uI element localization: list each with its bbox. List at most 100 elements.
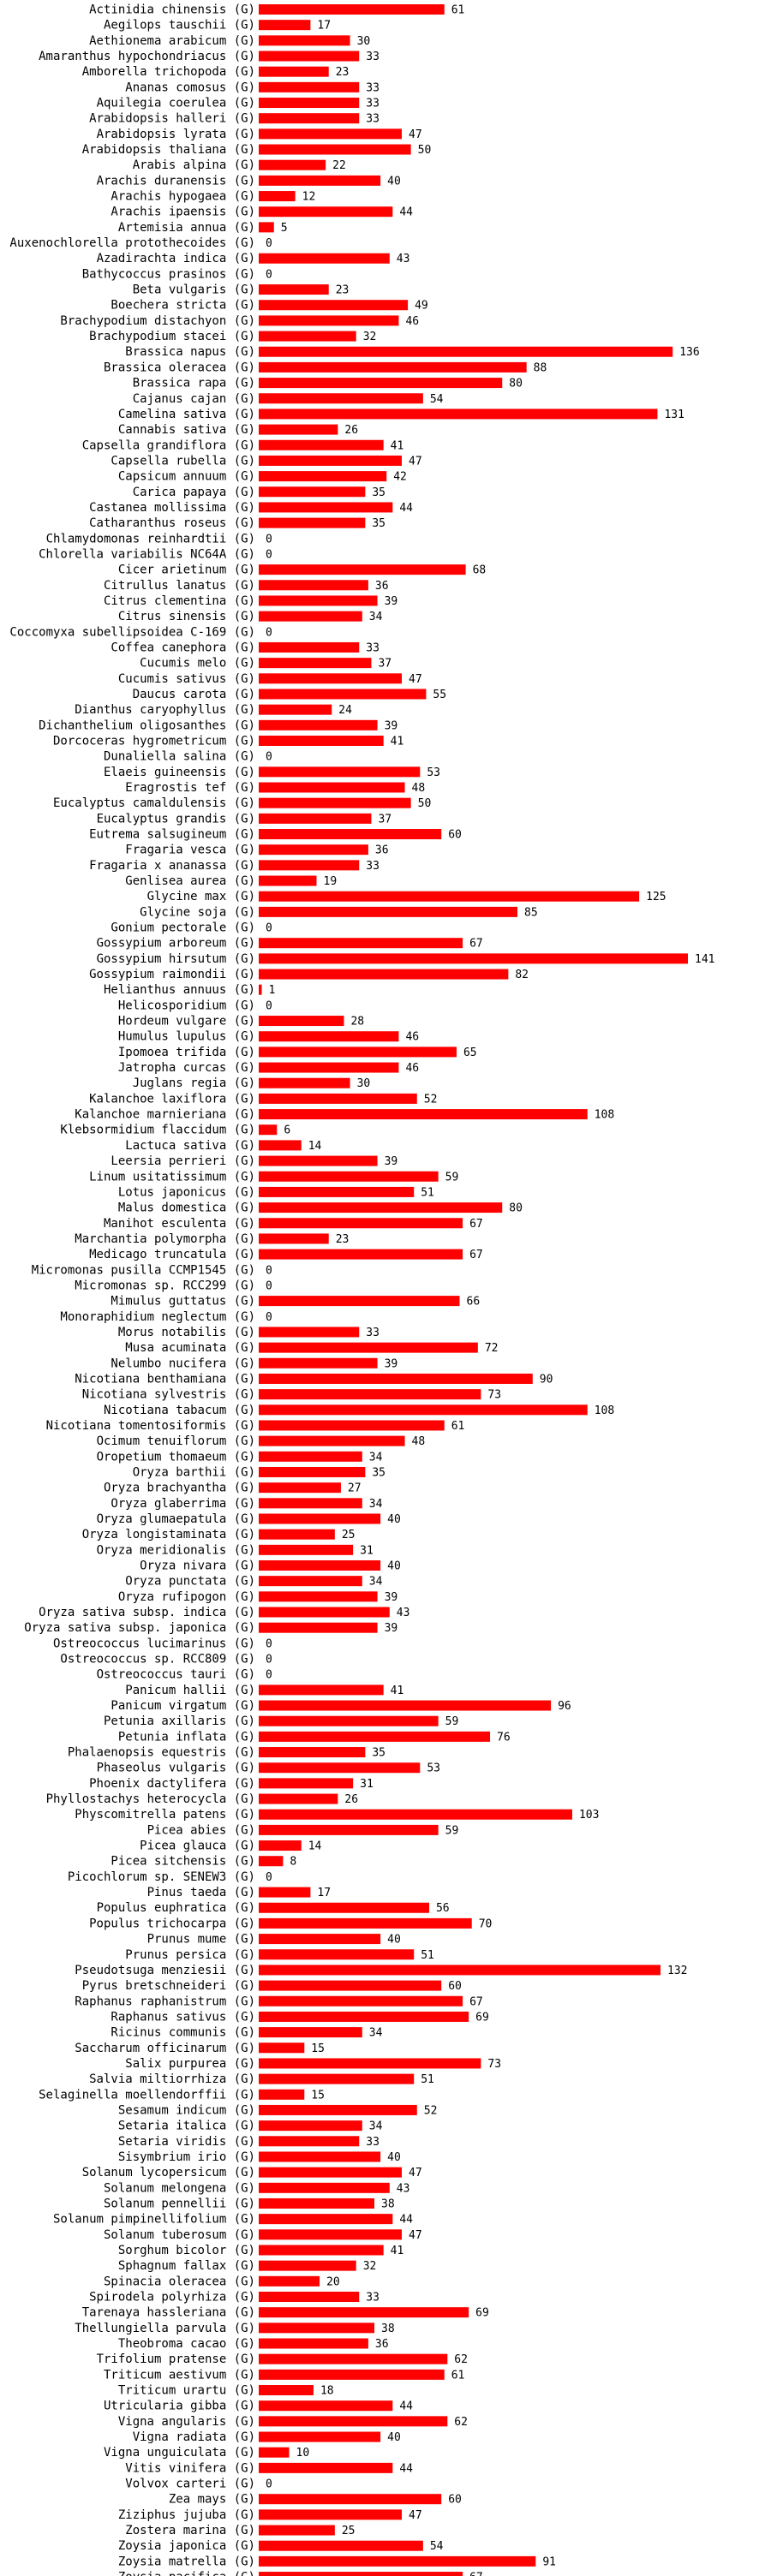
- category-label: Arabidopsis halleri (G): [89, 112, 255, 126]
- value-label: 33: [366, 2136, 380, 2149]
- value-label: 33: [366, 113, 380, 126]
- value-label: 65: [463, 1046, 477, 1059]
- category-label: Oropetium thomaeum (G): [97, 1450, 255, 1464]
- bar: [259, 191, 296, 202]
- value-label: 27: [348, 1482, 362, 1495]
- category-label: Picochlorum sp. SENEW3 (G): [68, 1870, 255, 1884]
- category-label: Vitis vinifera (G): [125, 2461, 255, 2475]
- bar: [259, 51, 360, 62]
- category-label: Cicer arietinum (G): [118, 564, 255, 577]
- bar: [259, 2229, 402, 2240]
- value-label: 62: [454, 2353, 468, 2366]
- value-label: 33: [366, 2291, 380, 2304]
- bar: [259, 2260, 356, 2271]
- value-label: 85: [524, 906, 538, 919]
- value-label: 39: [385, 719, 398, 732]
- bar: [259, 2027, 362, 2038]
- category-label: Citrullus lanatus (G): [104, 579, 255, 593]
- value-label: 68: [473, 564, 487, 577]
- value-label: 47: [409, 455, 422, 468]
- bar: [259, 284, 329, 295]
- category-label: Triticum aestivum (G): [104, 2368, 255, 2382]
- bar: [259, 2540, 423, 2551]
- bar: [259, 2275, 320, 2287]
- value-label: 0: [266, 1871, 272, 1884]
- value-label: 47: [409, 128, 422, 141]
- bar: [259, 517, 366, 528]
- category-label: Gonium pectorale (G): [111, 921, 255, 935]
- category-label: Dichanthelium oligosanthes (G): [39, 719, 255, 732]
- value-label: 34: [369, 1498, 383, 1511]
- category-label: Dunaliella salina (G): [104, 750, 255, 764]
- bar: [259, 300, 409, 311]
- category-label: Genlisea aurea (G): [125, 874, 255, 888]
- bar: [259, 2011, 469, 2022]
- bar: [259, 20, 311, 31]
- value-label: 5: [281, 222, 288, 235]
- category-label: Ipomoea trifida (G): [118, 1046, 255, 1059]
- bar: [259, 1327, 360, 1338]
- value-label: 61: [451, 2369, 465, 2382]
- bar: [259, 1498, 362, 1509]
- value-label: 34: [369, 2027, 383, 2040]
- category-label: Nicotiana benthamiana (G): [75, 1372, 255, 1386]
- category-label: Arabidopsis lyrata (G): [97, 128, 255, 141]
- bar: [259, 2136, 360, 2147]
- value-label: 23: [336, 66, 350, 79]
- value-label: 44: [399, 2400, 413, 2413]
- bar: [259, 113, 360, 124]
- bar: [259, 2353, 448, 2364]
- bar: [259, 1607, 390, 1618]
- category-label: Ananas comosus (G): [125, 80, 255, 94]
- value-label: 35: [372, 1747, 386, 1760]
- value-label: 0: [266, 237, 272, 250]
- bar: [259, 797, 411, 808]
- value-label: 0: [266, 1637, 272, 1650]
- category-label: Gossypium hirsutum (G): [97, 952, 255, 966]
- bar: [259, 595, 378, 606]
- category-label: Chlorella variabilis NC64A (G): [39, 547, 255, 561]
- category-label: Ostreococcus tauri (G): [97, 1668, 255, 1682]
- category-label: Beta vulgaris (G): [133, 283, 255, 297]
- bar: [259, 1373, 533, 1384]
- bar: [259, 455, 402, 466]
- category-label: Aegilops tauschii (G): [104, 19, 255, 33]
- category-label: Marchantia polymorpha (G): [75, 1232, 255, 1246]
- value-label: 103: [579, 1809, 599, 1822]
- category-label: Arachis ipaensis (G): [111, 206, 255, 219]
- value-label: 39: [385, 1357, 398, 1370]
- value-label: 67: [469, 938, 483, 951]
- bar: [259, 2307, 469, 2318]
- category-label: Solanum tuberosum (G): [104, 2228, 255, 2242]
- bar: [259, 2245, 384, 2256]
- bar: [259, 1778, 354, 1789]
- category-label: Citrus sinensis (G): [118, 610, 255, 623]
- bar: [259, 1016, 344, 1027]
- bar: [259, 2431, 381, 2442]
- category-label: Nicotiana sylvestris (G): [82, 1388, 255, 1402]
- bar: [259, 2525, 335, 2536]
- value-label: 24: [338, 704, 352, 717]
- category-label: Theobroma cacao (G): [118, 2337, 255, 2351]
- bar: [259, 1980, 442, 1991]
- bar: [259, 2416, 448, 2427]
- category-label: Arachis duranensis (G): [97, 174, 255, 188]
- bar: [259, 2197, 375, 2209]
- value-label: 47: [409, 2229, 422, 2242]
- bar: [259, 1093, 417, 1104]
- category-label: Hordeum vulgare (G): [118, 1015, 255, 1029]
- bar: [259, 2214, 393, 2225]
- bar: [259, 1482, 341, 1494]
- value-label: 18: [320, 2385, 334, 2398]
- value-label: 31: [360, 1544, 374, 1557]
- category-label: Brassica napus (G): [125, 345, 255, 359]
- value-label: 91: [542, 2555, 556, 2568]
- value-label: 136: [679, 346, 699, 359]
- category-label: Prunus persica (G): [125, 1948, 255, 1962]
- category-label: Populus trichocarpa (G): [89, 1917, 255, 1930]
- category-label: Setaria viridis (G): [118, 2135, 255, 2149]
- bar: [259, 2182, 390, 2193]
- bar: [259, 1218, 463, 1229]
- value-label: 51: [421, 1949, 434, 1962]
- value-label: 59: [445, 1715, 459, 1728]
